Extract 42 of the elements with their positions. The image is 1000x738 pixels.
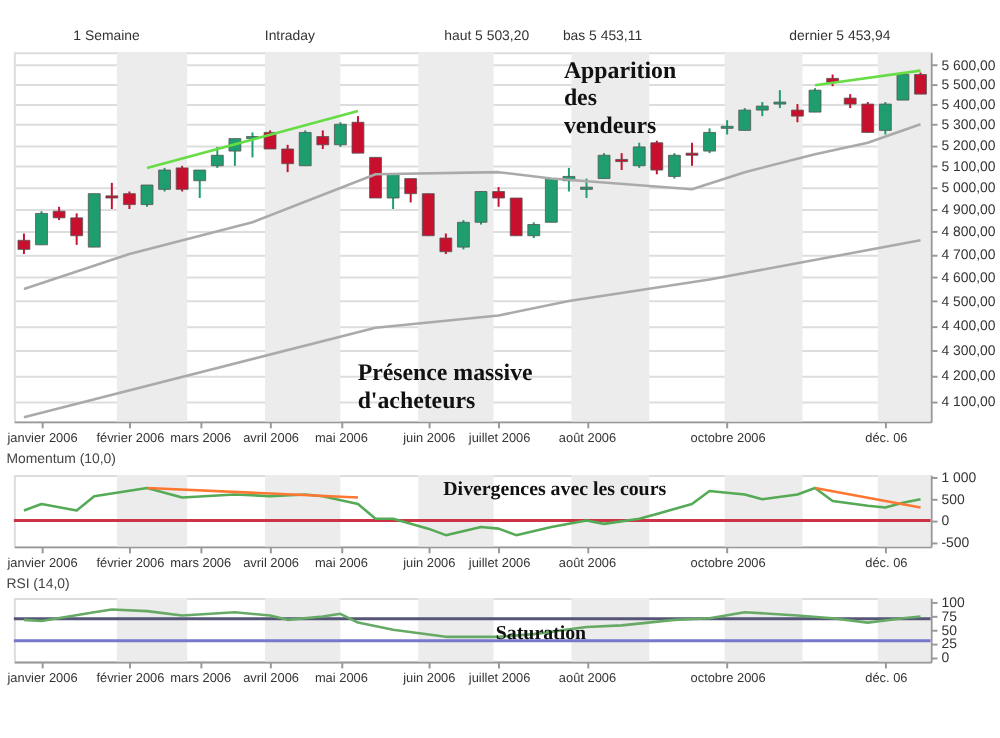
candlestick bbox=[914, 71, 927, 96]
candlestick bbox=[668, 152, 681, 180]
candlestick bbox=[685, 141, 699, 167]
candlestick bbox=[879, 101, 892, 136]
candlestick bbox=[808, 87, 822, 114]
candlestick bbox=[17, 232, 31, 255]
candlestick bbox=[738, 107, 752, 132]
candlestick bbox=[316, 129, 330, 150]
candlestick bbox=[632, 141, 646, 169]
candlestick bbox=[439, 232, 453, 255]
candlestick bbox=[492, 186, 505, 208]
candlestick bbox=[580, 177, 593, 200]
candlestick bbox=[386, 173, 400, 210]
candlestick bbox=[509, 197, 523, 237]
candlestick bbox=[457, 219, 470, 251]
candlestick bbox=[474, 190, 488, 226]
candlestick bbox=[650, 139, 664, 176]
candlestick bbox=[175, 164, 189, 193]
candlestick bbox=[193, 169, 207, 200]
candlestick bbox=[210, 145, 224, 169]
candlestick bbox=[158, 166, 171, 193]
candlestick bbox=[597, 152, 611, 180]
candlestick bbox=[861, 101, 875, 134]
candlestick bbox=[351, 115, 365, 155]
candlestick bbox=[334, 121, 347, 148]
candlestick bbox=[544, 177, 558, 224]
candlestick bbox=[703, 127, 716, 155]
line-series bbox=[22, 239, 922, 419]
candlestick bbox=[791, 103, 804, 124]
annotation: Divergences avec les cours bbox=[443, 479, 667, 502]
candlestick bbox=[421, 192, 435, 237]
candlestick bbox=[140, 184, 154, 208]
candlestick bbox=[404, 177, 418, 204]
candlestick bbox=[281, 143, 294, 174]
candlestick bbox=[298, 129, 312, 167]
candlestick bbox=[369, 156, 382, 200]
candlestick bbox=[105, 181, 119, 210]
candlestick bbox=[896, 71, 910, 102]
candlestick bbox=[35, 210, 48, 246]
annotation: Apparition des vendeurs bbox=[563, 55, 677, 140]
annotation: Présence massive d'acheteurs bbox=[357, 358, 533, 414]
candlestick bbox=[70, 212, 84, 246]
